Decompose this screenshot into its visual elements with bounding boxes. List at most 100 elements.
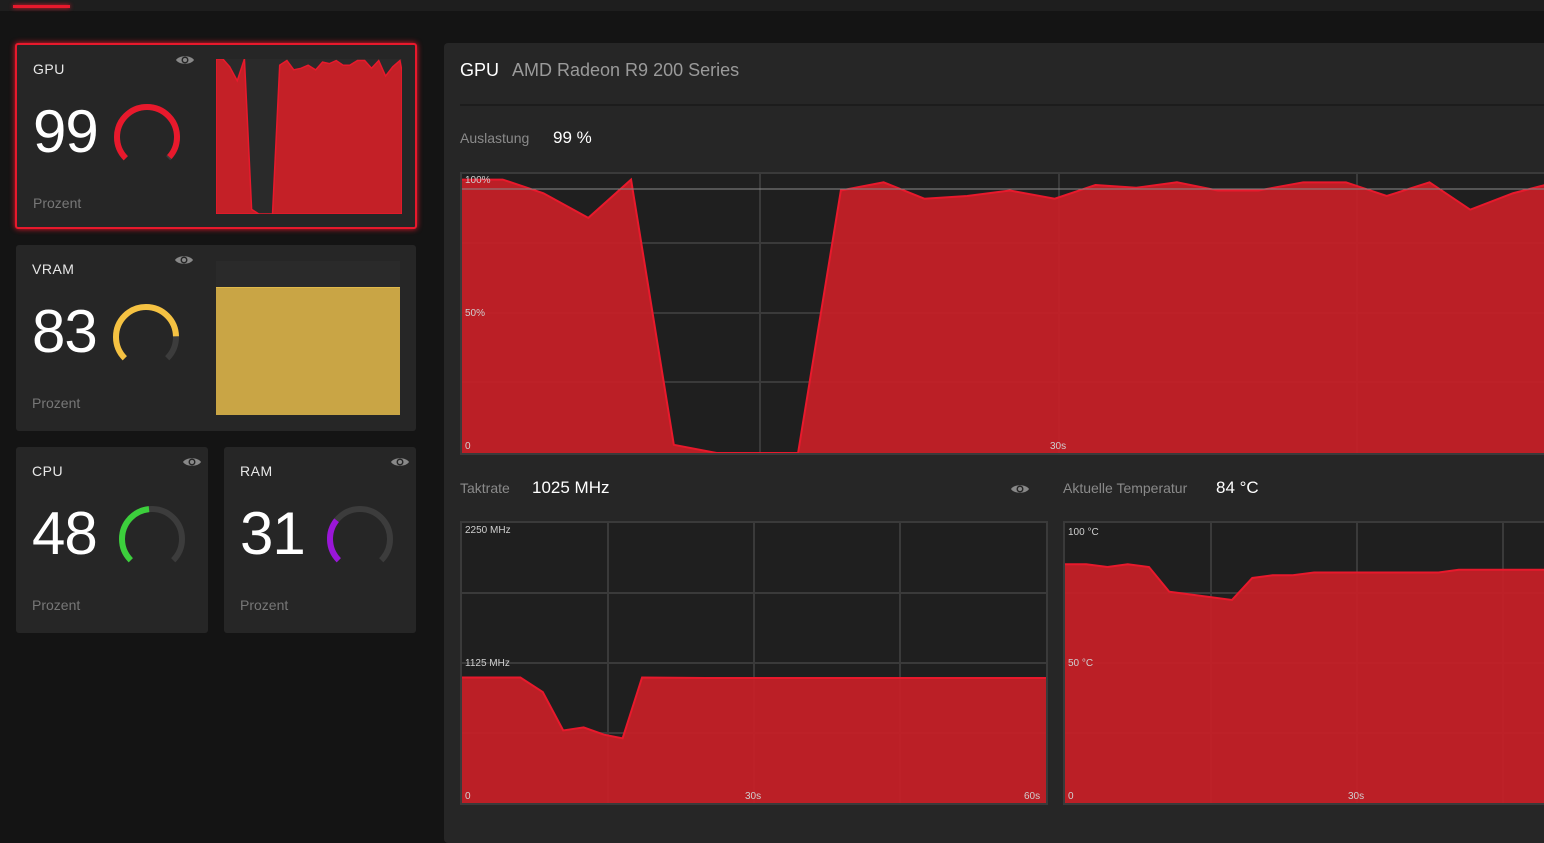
gauge — [327, 506, 393, 563]
data-point — [1302, 181, 1304, 183]
gauge-fill — [114, 104, 180, 161]
y-tick: 1125 MHz — [465, 658, 510, 669]
data-point — [840, 190, 842, 192]
y-tick: 0 — [1068, 791, 1074, 802]
gpu-card[interactable]: GPU 99 Prozent — [15, 43, 417, 229]
data-point — [923, 198, 925, 200]
data-point — [502, 179, 504, 181]
card-label: VRAM — [32, 261, 75, 277]
y-tick: 2250 MHz — [465, 525, 511, 536]
series-line — [1065, 563, 1544, 602]
x-tick: 30s — [1348, 791, 1365, 802]
data-point — [1065, 563, 1066, 565]
data-point — [1469, 209, 1471, 211]
data-point — [519, 677, 521, 679]
x-tick: 60s — [1024, 791, 1041, 802]
eye-icon[interactable] — [390, 455, 410, 469]
y-tick: 50% — [465, 308, 486, 319]
area-fill — [1065, 564, 1544, 803]
sparkline-area — [215, 58, 403, 215]
data-point — [966, 195, 968, 197]
eye-icon[interactable] — [175, 53, 195, 67]
data-point — [603, 734, 605, 736]
data-point — [1127, 563, 1129, 565]
active-tab-indicator[interactable] — [13, 5, 70, 8]
data-point — [1257, 190, 1259, 192]
data-point — [462, 179, 463, 181]
data-point — [1135, 187, 1137, 189]
gpu-detail-panel: GPU AMD Radeon R9 200 Series Auslastung … — [444, 43, 1544, 843]
panel-subtitle: AMD Radeon R9 200 Series — [512, 60, 740, 80]
data-point — [1292, 574, 1294, 576]
ram-card[interactable]: RAM 31 Prozent — [224, 447, 416, 633]
data-point — [1345, 181, 1347, 183]
data-point — [850, 677, 852, 679]
card-label: CPU — [32, 463, 64, 479]
data-point — [673, 444, 675, 446]
y-tick: 100 °C — [1068, 527, 1099, 538]
gauge-fill — [327, 506, 393, 563]
data-point — [1168, 591, 1170, 593]
gauge-fill — [113, 304, 179, 361]
card-value: 83 — [32, 298, 98, 365]
area-fill — [462, 677, 1046, 803]
data-point — [1313, 572, 1315, 574]
area-fill — [462, 179, 1544, 453]
temp-chart: 100 °C 50 °C 0 30s — [1063, 521, 1544, 805]
data-point — [641, 677, 643, 679]
card-unit: Prozent — [240, 597, 289, 613]
card-value: 48 — [32, 500, 98, 567]
data-point — [1176, 181, 1178, 183]
card-unit: Prozent — [33, 195, 82, 211]
data-point — [1386, 195, 1388, 197]
y-tick: 0 — [465, 791, 471, 802]
divider — [460, 104, 1544, 106]
data-point — [542, 192, 544, 194]
data-point — [883, 181, 885, 183]
panel-title: GPU — [460, 60, 500, 80]
data-point — [587, 217, 589, 219]
data-point — [583, 726, 585, 728]
data-point — [1272, 574, 1274, 576]
usage-value: 99 % — [553, 128, 592, 147]
data-point — [1054, 198, 1056, 200]
data-point — [1045, 677, 1046, 679]
y-tick: 100% — [465, 175, 491, 186]
y-tick: 0 — [465, 441, 471, 452]
gpu-sparkline — [215, 58, 403, 215]
clock-chart: 2250 MHz 1125 MHz 0 30s 60s — [460, 521, 1048, 805]
card-unit: Prozent — [32, 395, 81, 411]
data-point — [1231, 599, 1233, 601]
data-point — [1512, 192, 1514, 194]
data-point — [462, 677, 463, 679]
data-point — [1368, 572, 1370, 574]
eye-icon[interactable] — [174, 253, 194, 267]
data-point — [1009, 190, 1011, 192]
card-label: GPU — [33, 61, 65, 77]
eye-icon[interactable] — [1010, 482, 1030, 496]
data-point — [1107, 566, 1109, 568]
usage-label: Auslastung — [460, 130, 530, 146]
data-point — [1148, 566, 1150, 568]
data-point — [704, 677, 706, 679]
data-point — [1251, 577, 1253, 579]
eye-icon[interactable] — [182, 455, 202, 469]
data-point — [1190, 593, 1192, 595]
gauge — [113, 304, 179, 361]
data-point — [542, 691, 544, 693]
card-unit: Prozent — [32, 597, 81, 613]
cpu-card[interactable]: CPU 48 Prozent — [16, 447, 208, 633]
card-value: 31 — [240, 500, 306, 567]
data-point — [797, 452, 799, 453]
gauge — [119, 506, 185, 563]
data-point — [1428, 181, 1430, 183]
clock-label: Taktrate — [460, 480, 510, 496]
gauge-fill — [119, 506, 185, 563]
data-point — [1094, 184, 1096, 186]
card-value: 99 — [33, 98, 99, 165]
x-tick: 30s — [745, 791, 762, 802]
temp-label: Aktuelle Temperatur — [1063, 480, 1188, 496]
vram-card[interactable]: VRAM 83 Prozent — [16, 245, 416, 431]
usage-chart: 100% 50% 0 30s — [460, 172, 1544, 455]
data-point — [562, 729, 564, 731]
